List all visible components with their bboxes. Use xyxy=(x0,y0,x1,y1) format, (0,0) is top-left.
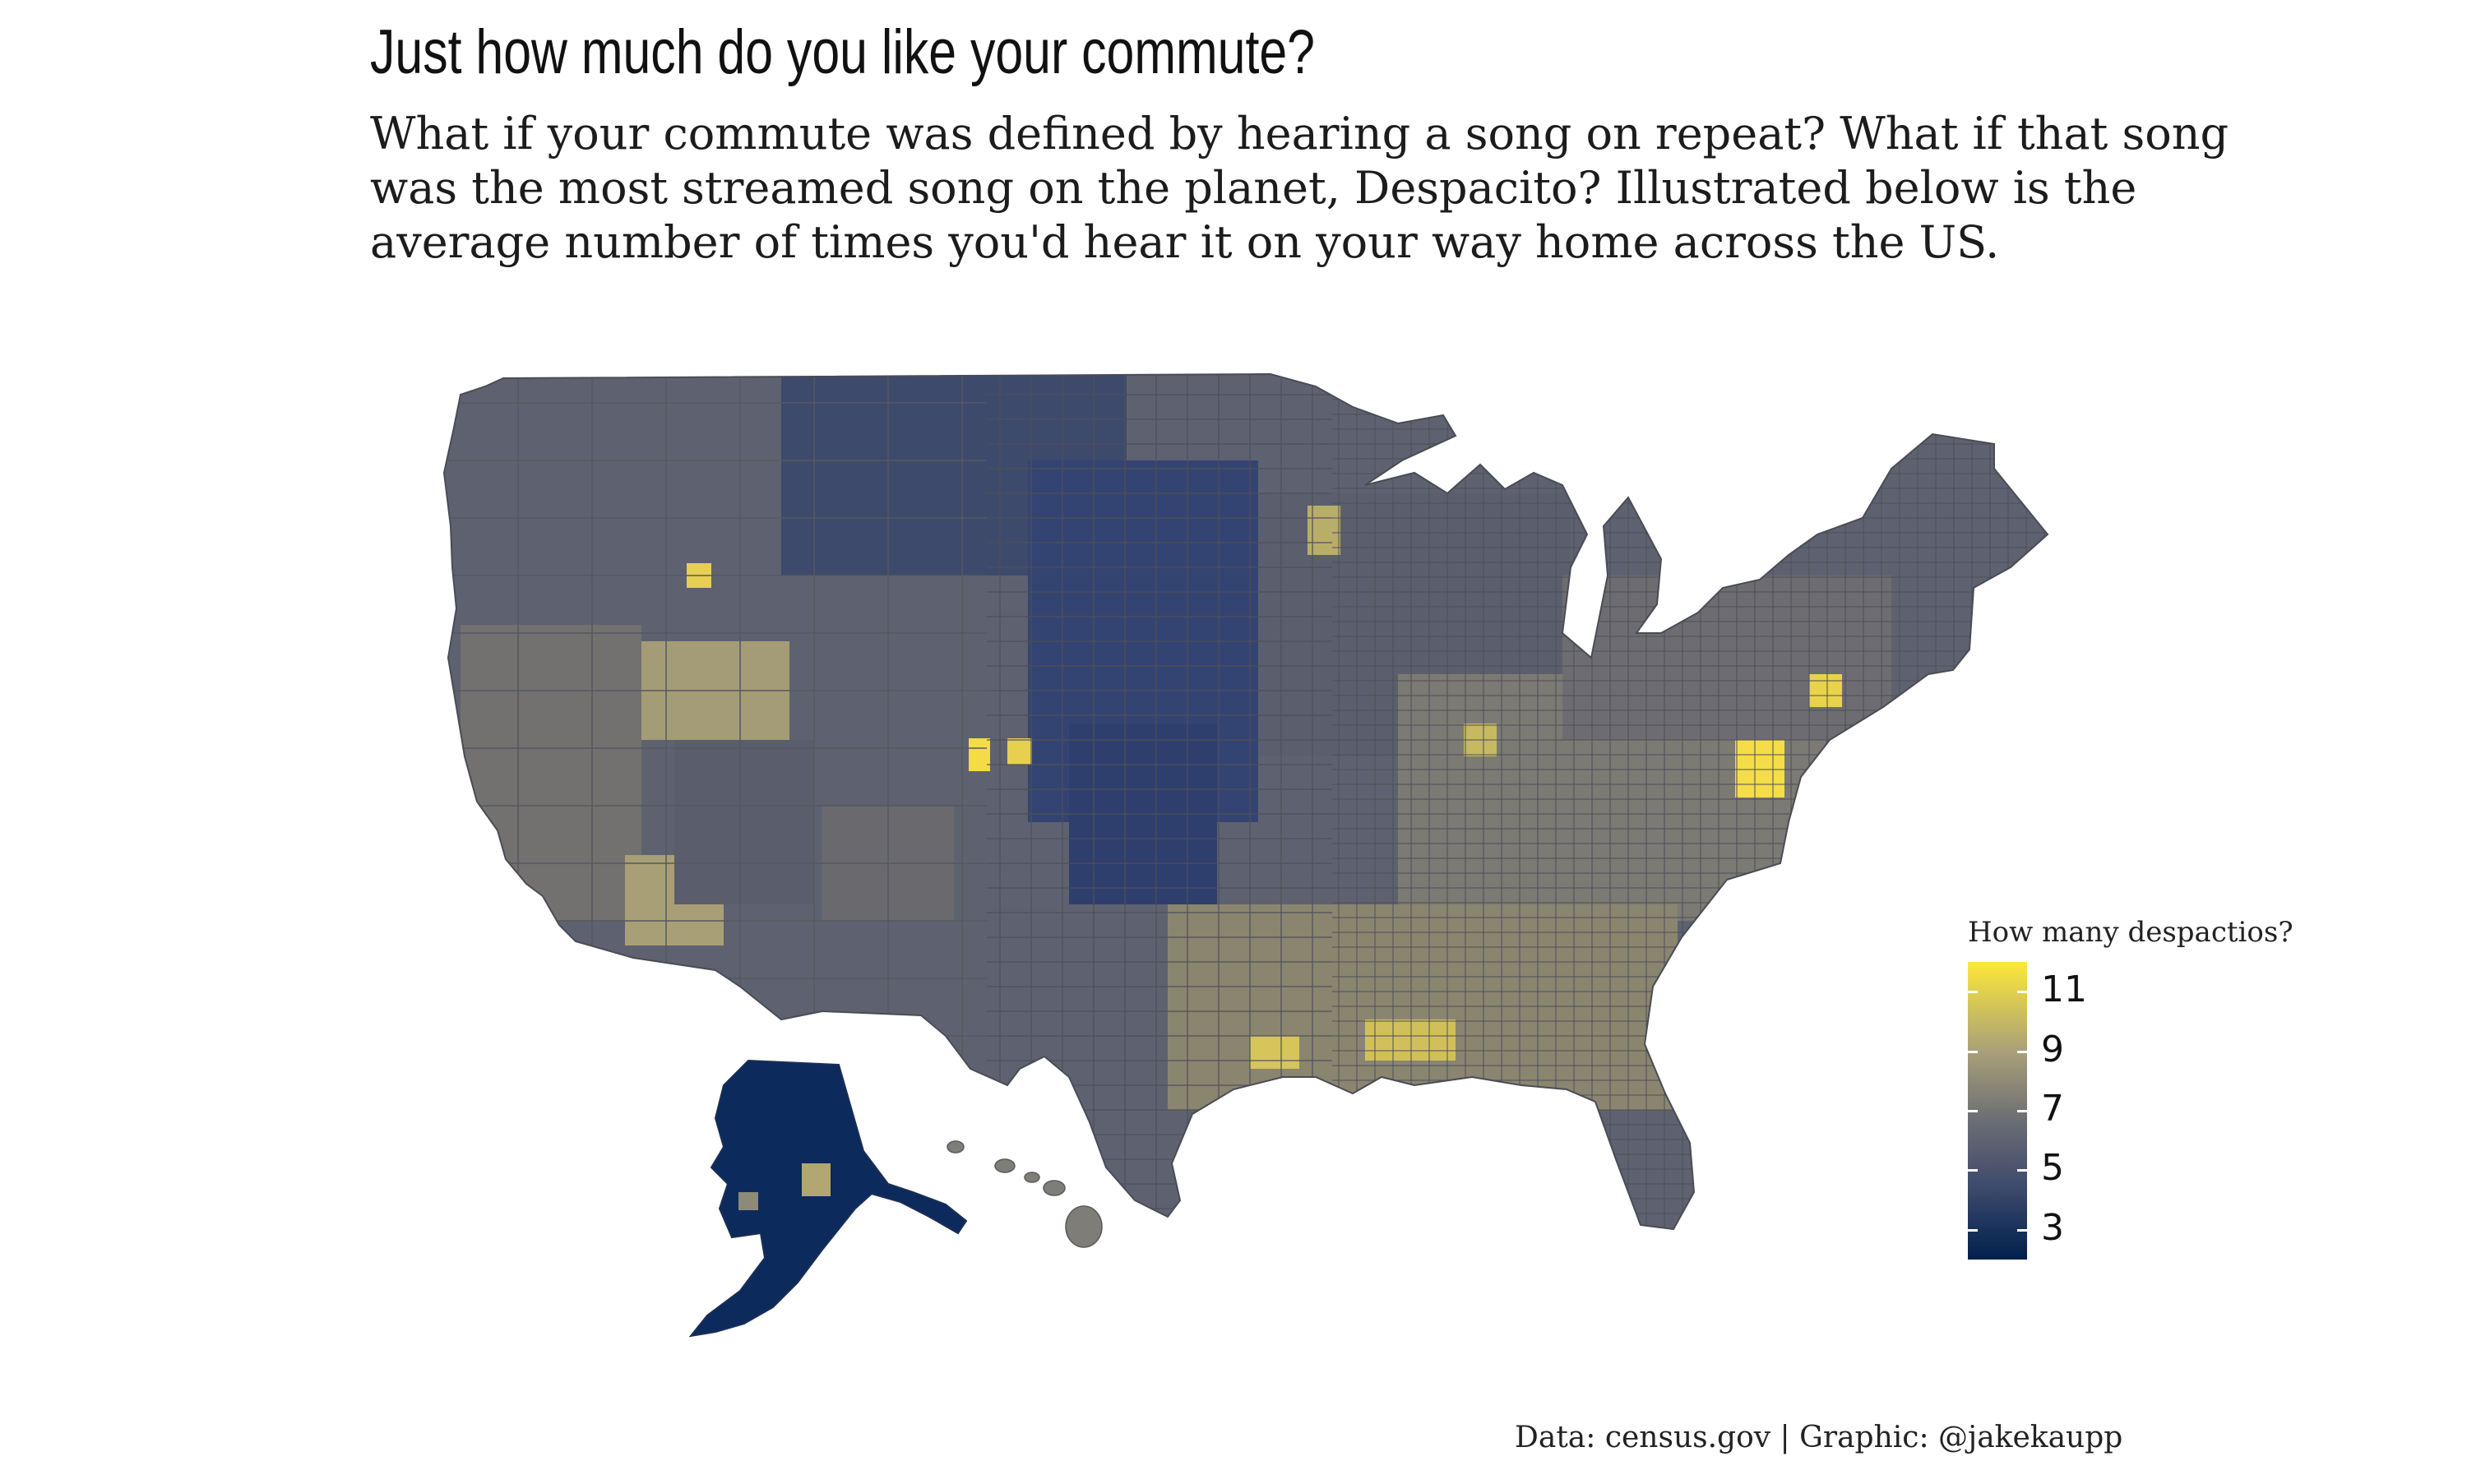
legend-tick-label: 3 xyxy=(2041,1206,2064,1249)
chart-title: Just how much do you like your commute? xyxy=(370,17,1315,87)
contiguous-us xyxy=(444,374,2048,1229)
legend-tick-mark xyxy=(1968,1228,1978,1232)
alaska xyxy=(688,1059,968,1338)
legend-tick-mark xyxy=(1968,991,1978,994)
legend-tick-mark xyxy=(2017,1169,2027,1172)
legend-tick-label: 11 xyxy=(2041,969,2087,1011)
legend-tick-label: 9 xyxy=(2041,1028,2064,1070)
legend-tick-mark xyxy=(2017,991,2027,994)
legend-tick-mark xyxy=(2017,1050,2027,1053)
legend-tick-mark xyxy=(1968,1050,1978,1053)
legend-tick-label: 5 xyxy=(2041,1147,2064,1190)
legend-tick-mark xyxy=(1968,1169,1978,1172)
legend-tick-label: 7 xyxy=(2041,1088,2064,1130)
legend-title: How many despactios? xyxy=(1968,916,2293,949)
legend-tick-mark xyxy=(2017,1228,2027,1232)
chart-caption: Data: census.gov | Graphic: @jakekaupp xyxy=(1515,1421,2123,1454)
legend-tick-mark xyxy=(2017,1110,2027,1112)
hawaii xyxy=(947,1140,1103,1248)
chart-subtitle: What if your commute was defined by hear… xyxy=(370,108,2229,268)
legend-tick-mark xyxy=(1968,1110,1978,1112)
